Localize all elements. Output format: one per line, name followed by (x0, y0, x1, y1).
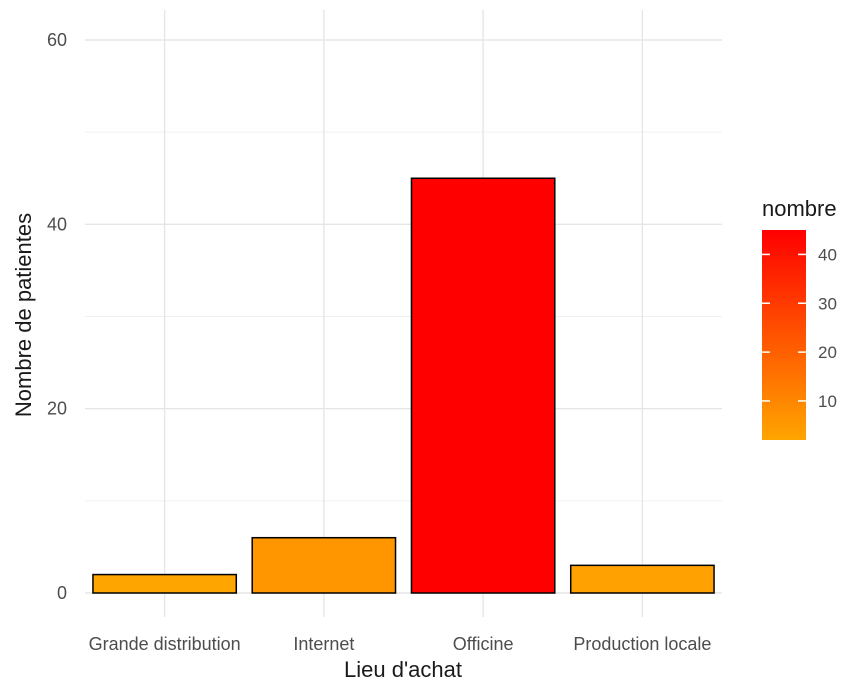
x-tick-label: Production locale (573, 634, 711, 654)
x-tick-label: Officine (453, 634, 514, 654)
y-tick-label: 0 (57, 583, 67, 603)
y-tick-label: 40 (47, 214, 67, 234)
x-axis-title: Lieu d'achat (344, 657, 462, 682)
legend-colorbar (762, 230, 806, 440)
bar (569, 564, 715, 594)
grid (85, 10, 722, 617)
legend-tick-label: 40 (818, 245, 837, 264)
bar (92, 573, 238, 594)
y-tick-label: 60 (47, 30, 67, 50)
y-axis-ticks: 0 20 40 60 (47, 30, 67, 603)
x-axis-ticks: Grande distribution Internet Officine Produ… (89, 634, 712, 654)
bar (251, 536, 397, 594)
legend-title: nombre (762, 196, 837, 221)
x-tick-label: Grande distribution (89, 634, 241, 654)
legend-tick-label: 20 (818, 343, 837, 362)
legend-tick-label: 30 (818, 294, 837, 313)
bar (410, 177, 556, 594)
y-tick-label: 20 (47, 399, 67, 419)
bars (92, 177, 715, 594)
legend-ticks: 10 20 30 40 (762, 245, 837, 411)
y-axis-title: Nombre de patientes (11, 213, 36, 417)
legend: nombre 10 20 30 40 (762, 196, 837, 440)
x-tick-label: Internet (293, 634, 354, 654)
legend-tick-label: 10 (818, 392, 837, 411)
